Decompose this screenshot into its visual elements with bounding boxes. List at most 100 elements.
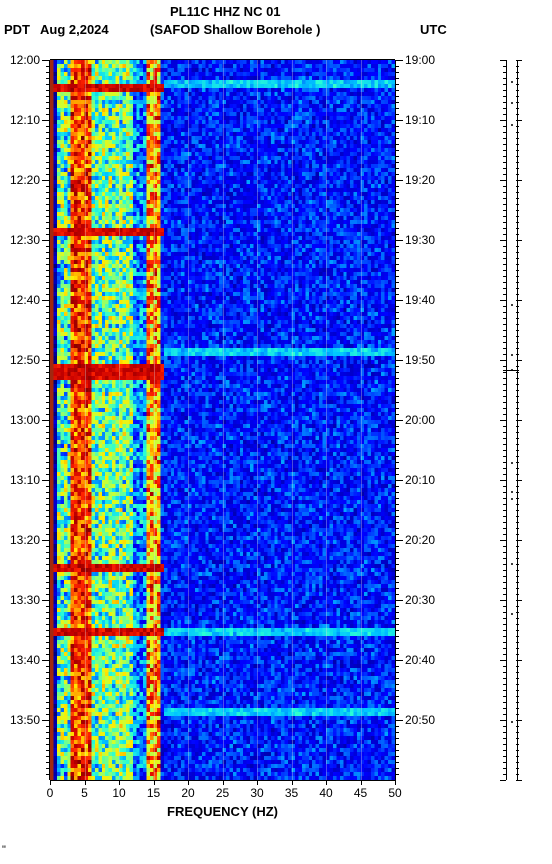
y-minor-tick: [395, 684, 399, 685]
y-minor-tick: [395, 84, 399, 85]
y-left-tick-mark: [42, 660, 50, 661]
y-minor-tick: [46, 342, 50, 343]
y-minor-tick: [395, 258, 399, 259]
y-minor-tick: [46, 486, 50, 487]
timezone-left-label: PDT: [4, 22, 30, 37]
spectrogram-page: PL11C HHZ NC 01 PDT Aug 2,2024 (SAFOD Sh…: [0, 0, 552, 864]
y-minor-tick: [395, 744, 399, 745]
side-strip-dot: [511, 304, 513, 306]
y-minor-tick: [395, 390, 399, 391]
y-minor-tick: [395, 534, 399, 535]
y-left-tick-mark: [42, 420, 50, 421]
y-right-tick-label: 19:30: [405, 233, 455, 247]
y-minor-tick: [395, 702, 399, 703]
y-minor-tick: [395, 576, 399, 577]
y-minor-tick: [46, 78, 50, 79]
y-minor-tick: [395, 342, 399, 343]
y-minor-tick: [395, 510, 399, 511]
x-tick-mark: [326, 780, 327, 785]
y-minor-tick: [395, 492, 399, 493]
y-minor-tick: [46, 714, 50, 715]
x-tick-label: 5: [73, 786, 97, 800]
y-minor-tick: [395, 114, 399, 115]
y-minor-tick: [46, 162, 50, 163]
y-minor-tick: [395, 198, 399, 199]
y-minor-tick: [46, 186, 50, 187]
y-minor-tick: [46, 246, 50, 247]
y-minor-tick: [395, 642, 399, 643]
y-minor-tick: [46, 522, 50, 523]
y-minor-tick: [395, 636, 399, 637]
x-tick-mark: [361, 780, 362, 785]
y-minor-tick: [395, 294, 399, 295]
y-minor-tick: [395, 102, 399, 103]
y-minor-tick: [395, 354, 399, 355]
y-minor-tick: [46, 234, 50, 235]
y-right-tick-mark: [395, 240, 403, 241]
y-minor-tick: [395, 606, 399, 607]
y-minor-tick: [395, 546, 399, 547]
side-strip-dot: [511, 369, 513, 371]
y-left-tick-label: 13:40: [0, 653, 40, 667]
y-minor-tick: [395, 582, 399, 583]
y-right-tick-label: 20:10: [405, 473, 455, 487]
y-minor-tick: [46, 768, 50, 769]
y-minor-tick: [46, 330, 50, 331]
y-minor-tick: [46, 546, 50, 547]
y-left-tick-mark: [42, 540, 50, 541]
y-minor-tick: [395, 630, 399, 631]
y-minor-tick: [395, 234, 399, 235]
y-minor-tick: [395, 96, 399, 97]
y-minor-tick: [46, 252, 50, 253]
y-minor-tick: [395, 768, 399, 769]
y-minor-tick: [46, 336, 50, 337]
y-minor-tick: [395, 486, 399, 487]
y-minor-tick: [395, 264, 399, 265]
y-right-tick-mark: [395, 300, 403, 301]
y-minor-tick: [46, 354, 50, 355]
y-minor-tick: [395, 444, 399, 445]
x-tick-label: 25: [211, 786, 235, 800]
y-minor-tick: [46, 534, 50, 535]
y-minor-tick: [46, 582, 50, 583]
y-minor-tick: [395, 504, 399, 505]
x-tick-label: 15: [142, 786, 166, 800]
y-minor-tick: [395, 78, 399, 79]
y-minor-tick: [395, 408, 399, 409]
y-minor-tick: [46, 402, 50, 403]
x-tick-mark: [119, 780, 120, 785]
y-minor-tick: [395, 156, 399, 157]
y-minor-tick: [395, 216, 399, 217]
y-minor-tick: [46, 222, 50, 223]
y-minor-tick: [395, 66, 399, 67]
y-minor-tick: [46, 216, 50, 217]
y-minor-tick: [395, 672, 399, 673]
y-minor-tick: [395, 456, 399, 457]
spectrogram-plot: [50, 60, 395, 780]
y-minor-tick: [395, 192, 399, 193]
y-minor-tick: [395, 288, 399, 289]
y-minor-tick: [395, 612, 399, 613]
y-minor-tick: [46, 468, 50, 469]
y-minor-tick: [46, 678, 50, 679]
y-left-tick-mark: [42, 120, 50, 121]
y-left-tick-label: 12:20: [0, 173, 40, 187]
y-minor-tick: [395, 426, 399, 427]
y-right-tick-mark: [395, 540, 403, 541]
y-minor-tick: [46, 228, 50, 229]
x-tick-label: 10: [107, 786, 131, 800]
y-minor-tick: [46, 750, 50, 751]
x-tick-mark: [188, 780, 189, 785]
y-right-tick-label: 19:50: [405, 353, 455, 367]
y-minor-tick: [46, 156, 50, 157]
side-strip-dot: [511, 721, 513, 723]
y-minor-tick: [395, 678, 399, 679]
y-left-tick-mark: [42, 480, 50, 481]
y-minor-tick: [46, 636, 50, 637]
y-minor-tick: [46, 708, 50, 709]
y-minor-tick: [46, 84, 50, 85]
y-minor-tick: [46, 264, 50, 265]
y-minor-tick: [46, 294, 50, 295]
y-minor-tick: [46, 408, 50, 409]
y-left-tick-label: 12:40: [0, 293, 40, 307]
